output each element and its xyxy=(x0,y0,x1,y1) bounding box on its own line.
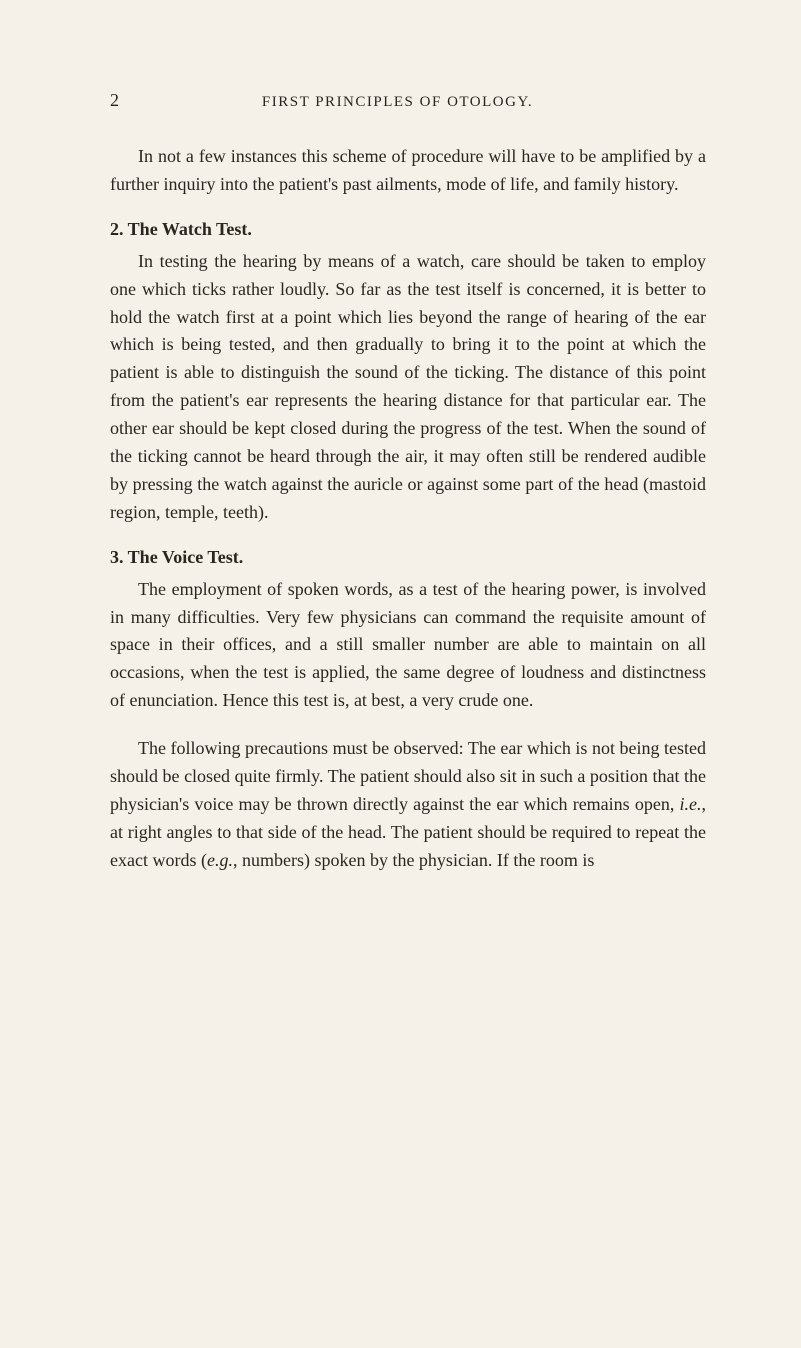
para2-text-part1: The following precautions must be observ… xyxy=(110,738,706,814)
section3-para2: The following precautions must be observ… xyxy=(110,735,706,874)
section3-heading: 3. The Voice Test. xyxy=(110,547,706,568)
running-title: FIRST PRINCIPLES OF OTOLOGY. xyxy=(89,94,706,111)
para2-ie: i.e. xyxy=(680,794,702,814)
section3-para1: The employment of spoken words, as a tes… xyxy=(110,576,706,715)
para2-eg: e.g. xyxy=(207,850,233,870)
para2-text-part3: , numbers) spoken by the physician. If t… xyxy=(233,850,594,870)
section2-heading: 2. The Watch Test. xyxy=(110,219,706,240)
page-header: 2 FIRST PRINCIPLES OF OTOLOGY. xyxy=(110,90,706,111)
section2-body: In testing the hearing by means of a wat… xyxy=(110,248,706,527)
intro-paragraph: In not a few instances this scheme of pr… xyxy=(110,143,706,199)
